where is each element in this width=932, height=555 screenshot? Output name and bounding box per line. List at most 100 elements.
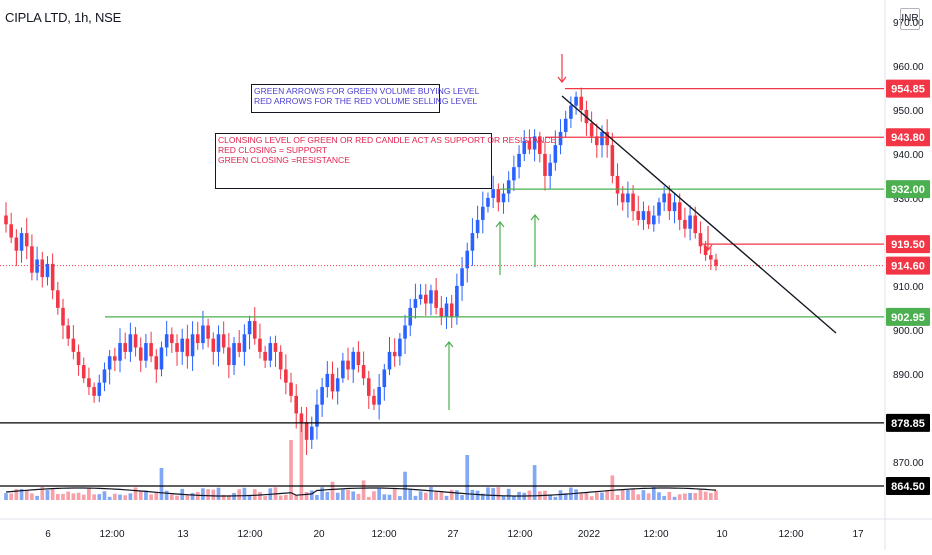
candle-down bbox=[289, 382, 293, 396]
candle-down bbox=[683, 219, 687, 229]
price-badge bbox=[886, 128, 930, 147]
candle-up bbox=[398, 338, 402, 357]
volume-bar-down bbox=[61, 493, 65, 500]
x-tick-label: 12:00 bbox=[99, 529, 124, 540]
candle-up bbox=[128, 334, 133, 352]
volume-bar-down bbox=[496, 487, 501, 500]
candle-down bbox=[439, 307, 444, 317]
volume-bar-up bbox=[4, 493, 8, 500]
y-tick-label: 940.00 bbox=[893, 150, 924, 161]
candle-down bbox=[709, 255, 713, 260]
volume-bar-down bbox=[237, 489, 242, 500]
candle-down bbox=[299, 413, 304, 423]
candle-down bbox=[237, 343, 242, 352]
volume-bar-up bbox=[159, 468, 164, 500]
volume-bar-up bbox=[351, 491, 356, 500]
candle-up bbox=[652, 215, 656, 225]
candle-up bbox=[144, 343, 148, 361]
volume-bar-up bbox=[144, 490, 148, 500]
candle-up bbox=[522, 140, 527, 154]
candle-down bbox=[284, 369, 288, 383]
x-tick-label: 6 bbox=[45, 529, 51, 540]
candle-up bbox=[418, 294, 423, 300]
candle-up bbox=[97, 382, 102, 396]
candle-up bbox=[475, 219, 480, 234]
volume-bar-up bbox=[429, 487, 433, 500]
price-badge-label: 954.85 bbox=[891, 84, 925, 96]
volume-bar-down bbox=[9, 493, 14, 500]
volume-bar-up bbox=[413, 495, 418, 500]
candle-down bbox=[154, 356, 159, 370]
volume-bar-up bbox=[444, 495, 449, 500]
candle-up bbox=[688, 215, 692, 229]
candle-up bbox=[548, 162, 552, 176]
volume-bar-down bbox=[133, 487, 138, 500]
candle-down bbox=[392, 351, 397, 357]
volume-bar-down bbox=[579, 493, 584, 500]
candle-down bbox=[185, 338, 190, 357]
volume-bar-up bbox=[641, 490, 646, 500]
volume-bar-down bbox=[175, 495, 179, 500]
volume-bar-down bbox=[636, 494, 641, 500]
volume-bar-down bbox=[714, 490, 718, 500]
y-tick-label: 960.00 bbox=[893, 62, 924, 73]
volume-bar-up bbox=[377, 488, 381, 500]
candle-down bbox=[170, 334, 174, 344]
volume-bar-down bbox=[594, 492, 599, 500]
volume-bar-down bbox=[30, 493, 34, 500]
volume-bar-down bbox=[221, 494, 226, 500]
volume-bar-up bbox=[491, 488, 495, 500]
candle-up bbox=[268, 343, 273, 361]
price-badge bbox=[886, 235, 930, 254]
candle-up bbox=[460, 268, 464, 286]
candle-up bbox=[455, 285, 459, 317]
candle-up bbox=[641, 211, 646, 220]
candle-up bbox=[320, 387, 324, 405]
candle-down bbox=[206, 325, 210, 339]
candle-up bbox=[501, 193, 506, 203]
candle-up bbox=[190, 334, 195, 357]
volume-bar-up bbox=[465, 455, 470, 500]
volume-bar-up bbox=[382, 494, 387, 500]
candle-down bbox=[543, 153, 547, 176]
candle-up bbox=[335, 378, 340, 392]
volume-bar-up bbox=[408, 488, 413, 500]
volume-bar-up bbox=[460, 495, 464, 500]
volume-bar-up bbox=[626, 489, 630, 500]
volume-bar-up bbox=[320, 487, 324, 500]
price-badge bbox=[886, 256, 930, 275]
volume-bar-up bbox=[672, 496, 677, 500]
volume-bar-down bbox=[87, 488, 91, 500]
y-tick-label: 910.00 bbox=[893, 282, 924, 293]
x-tick-label: 17 bbox=[852, 529, 864, 540]
x-tick-label: 12:00 bbox=[371, 529, 396, 540]
candle-down bbox=[620, 193, 625, 203]
candle-down bbox=[50, 263, 55, 291]
candle-up bbox=[45, 263, 50, 278]
y-tick-label: 970.00 bbox=[893, 18, 924, 29]
candle-down bbox=[71, 338, 76, 352]
volume-bar-down bbox=[392, 489, 397, 500]
volume-bar-up bbox=[118, 494, 122, 500]
candle-down bbox=[579, 96, 584, 110]
candle-up bbox=[164, 334, 169, 348]
volume-bar-down bbox=[154, 491, 159, 500]
volume-bar-up bbox=[341, 489, 345, 500]
candle-down bbox=[423, 294, 428, 304]
candle-down bbox=[610, 145, 615, 176]
price-badge-label: 914.60 bbox=[891, 261, 925, 273]
candle-down bbox=[667, 193, 672, 212]
candle-up bbox=[657, 202, 661, 216]
green-up-arrow bbox=[530, 214, 540, 221]
volume-bar-down bbox=[258, 491, 262, 500]
volume-bar-down bbox=[304, 492, 309, 500]
volume-bar-up bbox=[201, 488, 205, 500]
candle-down bbox=[714, 259, 718, 266]
currency-badge[interactable]: INR bbox=[900, 8, 920, 30]
volume-bar-down bbox=[169, 494, 174, 500]
price-badge bbox=[886, 307, 930, 326]
volume-bar-up bbox=[475, 490, 480, 500]
volume-bar-up bbox=[164, 490, 169, 500]
